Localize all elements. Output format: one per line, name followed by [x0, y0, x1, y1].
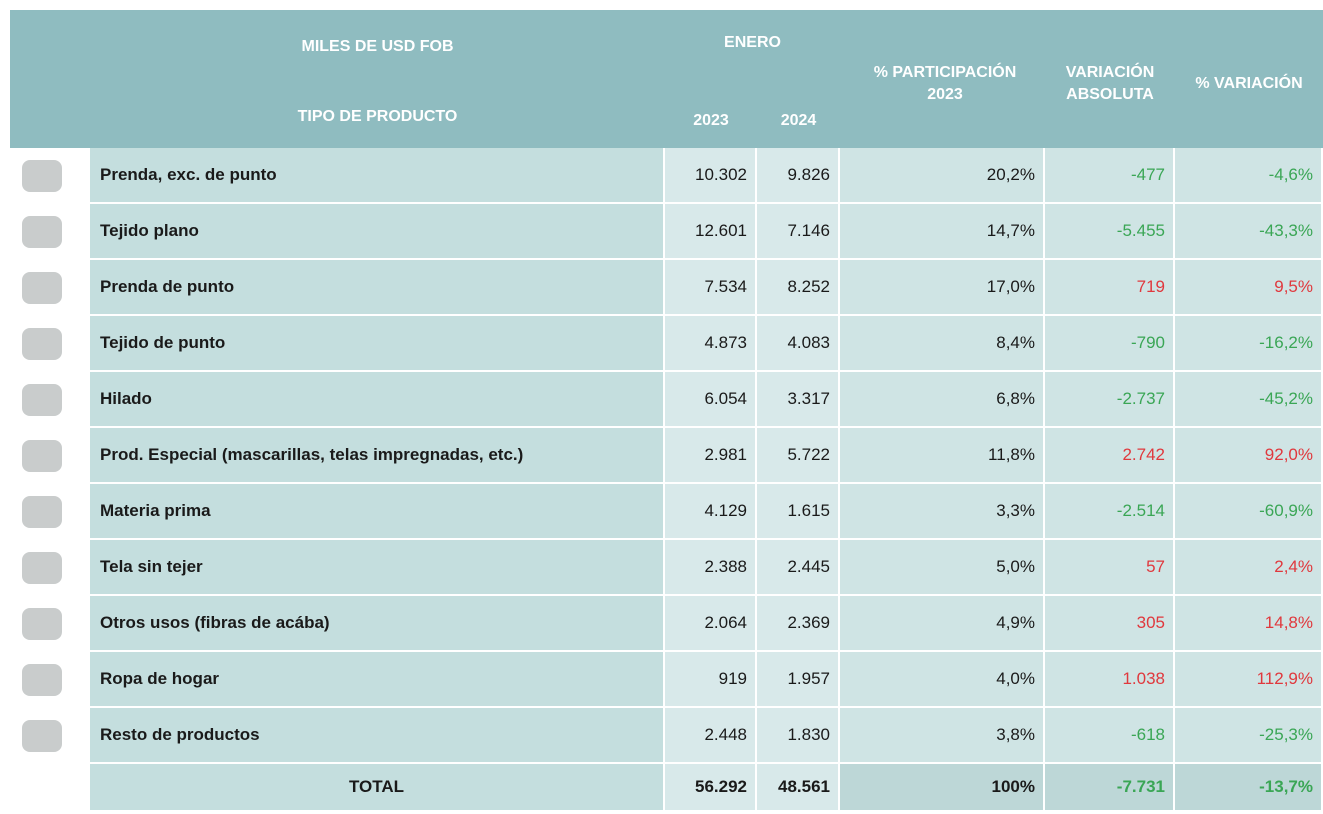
value-cell: 9,5%: [1175, 260, 1323, 316]
product-cell: Prenda, exc. de punto: [90, 148, 665, 204]
product-cell: Hilado: [90, 372, 665, 428]
product-cell: Prod. Especial (mascarillas, telas impre…: [90, 428, 665, 484]
header-period: ENERO: [724, 34, 781, 51]
value-cell: 57: [1045, 540, 1175, 596]
value-cell: 9.826: [757, 148, 840, 204]
value-cell: 1.830: [757, 708, 840, 764]
value-cell: -25,3%: [1175, 708, 1323, 764]
value-cell: 112,9%: [1175, 652, 1323, 708]
header-share: % PARTICIPACIÓN 2023: [873, 64, 1017, 103]
value-cell: -13,7%: [1175, 764, 1323, 812]
value-cell: 919: [665, 652, 757, 708]
value-cell: 92,0%: [1175, 428, 1323, 484]
value-cell: -60,9%: [1175, 484, 1323, 540]
product-cell: Tejido plano: [90, 204, 665, 260]
value-cell: 10.302: [665, 148, 757, 204]
header-band: [10, 10, 1323, 148]
value-cell: 7.534: [665, 260, 757, 316]
header-year: 2023: [693, 112, 729, 129]
product-icon: [22, 272, 62, 304]
value-cell: -45,2%: [1175, 372, 1323, 428]
product-icon: [22, 608, 62, 640]
product-cell: Tejido de punto: [90, 316, 665, 372]
product-icon: [22, 552, 62, 584]
header-abs: VARIACIÓN ABSOLUTA: [1065, 64, 1155, 103]
product-icon: [22, 720, 62, 752]
value-cell: -2.514: [1045, 484, 1175, 540]
header-pct: % VARIACIÓN: [1195, 75, 1303, 92]
value-cell: 2.064: [665, 596, 757, 652]
value-cell: -790: [1045, 316, 1175, 372]
value-cell: -2.737: [1045, 372, 1175, 428]
value-cell: 56.292: [665, 764, 757, 812]
value-cell: 12.601: [665, 204, 757, 260]
value-cell: 2.981: [665, 428, 757, 484]
value-cell: -43,3%: [1175, 204, 1323, 260]
value-cell: -5.455: [1045, 204, 1175, 260]
value-cell: 2.742: [1045, 428, 1175, 484]
value-cell: 2,4%: [1175, 540, 1323, 596]
value-cell: 6,8%: [840, 372, 1045, 428]
product-icon: [22, 440, 62, 472]
value-cell: 100%: [840, 764, 1045, 812]
value-cell: 4.083: [757, 316, 840, 372]
value-cell: 1.615: [757, 484, 840, 540]
value-cell: 2.445: [757, 540, 840, 596]
value-cell: 14,8%: [1175, 596, 1323, 652]
value-cell: 2.448: [665, 708, 757, 764]
product-icon: [22, 328, 62, 360]
value-cell: 11,8%: [840, 428, 1045, 484]
product-cell: Otros usos (fibras de acába): [90, 596, 665, 652]
value-cell: 8,4%: [840, 316, 1045, 372]
value-cell: 14,7%: [840, 204, 1045, 260]
product-icon: [22, 664, 62, 696]
value-cell: 1.038: [1045, 652, 1175, 708]
value-cell: 305: [1045, 596, 1175, 652]
value-cell: 3.317: [757, 372, 840, 428]
product-cell: Tela sin tejer: [90, 540, 665, 596]
product-cell: TOTAL: [90, 764, 665, 812]
value-cell: -16,2%: [1175, 316, 1323, 372]
header-product: TIPO DE PRODUCTO: [297, 108, 458, 125]
product-cell: Ropa de hogar: [90, 652, 665, 708]
value-cell: -4,6%: [1175, 148, 1323, 204]
value-cell: 3,3%: [840, 484, 1045, 540]
value-cell: 5.722: [757, 428, 840, 484]
product-icon: [22, 216, 62, 248]
value-cell: 6.054: [665, 372, 757, 428]
header-unit: MILES DE USD FOB: [301, 38, 454, 55]
value-cell: 5,0%: [840, 540, 1045, 596]
value-cell: 2.388: [665, 540, 757, 596]
value-cell: 4.873: [665, 316, 757, 372]
product-cell: Prenda de punto: [90, 260, 665, 316]
product-cell: Resto de productos: [90, 708, 665, 764]
value-cell: 4,9%: [840, 596, 1045, 652]
value-cell: 3,8%: [840, 708, 1045, 764]
value-cell: -618: [1045, 708, 1175, 764]
product-cell: Materia prima: [90, 484, 665, 540]
header-year: 2024: [780, 112, 817, 129]
value-cell: 48.561: [757, 764, 840, 812]
value-cell: 1.957: [757, 652, 840, 708]
product-icon: [22, 384, 62, 416]
value-cell: 4.129: [665, 484, 757, 540]
value-cell: 17,0%: [840, 260, 1045, 316]
value-cell: 4,0%: [840, 652, 1045, 708]
value-cell: -7.731: [1045, 764, 1175, 812]
value-cell: 7.146: [757, 204, 840, 260]
value-cell: 719: [1045, 260, 1175, 316]
value-cell: 20,2%: [840, 148, 1045, 204]
value-cell: 2.369: [757, 596, 840, 652]
value-cell: 8.252: [757, 260, 840, 316]
product-icon: [22, 160, 62, 192]
value-cell: -477: [1045, 148, 1175, 204]
product-icon: [22, 496, 62, 528]
